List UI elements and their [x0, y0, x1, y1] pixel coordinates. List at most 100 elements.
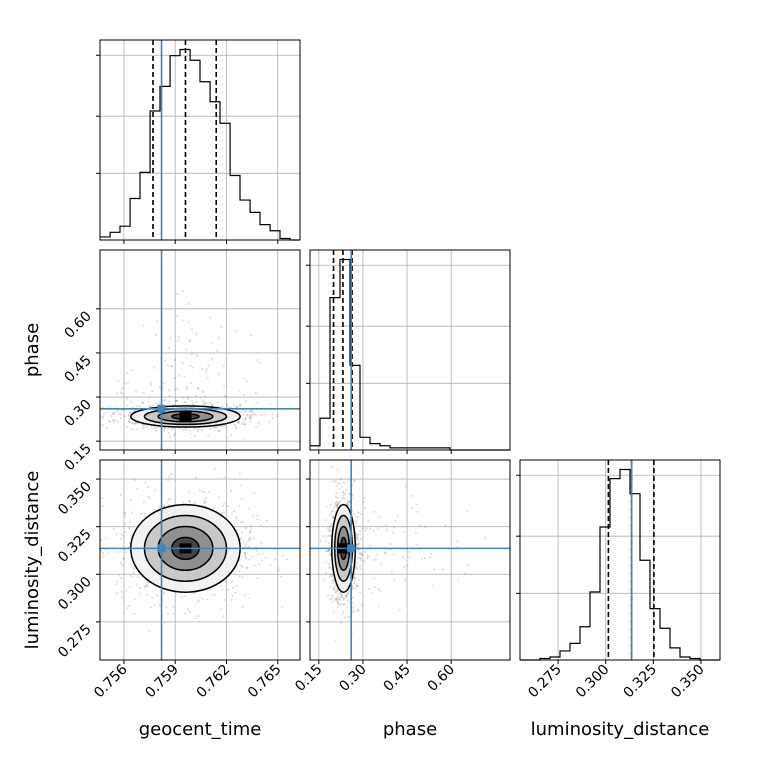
- sample-point: [250, 417, 253, 420]
- sample-point: [148, 629, 151, 632]
- sample-point: [359, 538, 362, 541]
- sample-point: [240, 411, 243, 414]
- sample-point: [355, 515, 358, 519]
- sample-point: [96, 546, 98, 548]
- sample-point: [285, 558, 289, 561]
- sample-point: [242, 420, 246, 423]
- sample-point: [195, 401, 198, 404]
- sample-point: [389, 542, 392, 546]
- sample-point: [134, 421, 138, 424]
- sample-point: [136, 487, 139, 490]
- sample-point: [140, 513, 143, 516]
- sample-point: [337, 595, 340, 598]
- sample-point: [232, 403, 236, 406]
- sample-point: [378, 605, 381, 608]
- sample-point: [344, 595, 347, 599]
- sample-point: [134, 409, 137, 412]
- sample-point: [120, 533, 123, 536]
- sample-point: [357, 511, 360, 514]
- sample-point: [213, 593, 217, 597]
- sample-point: [143, 512, 146, 515]
- sample-point: [343, 616, 346, 619]
- sample-point: [120, 576, 123, 580]
- sample-point: [335, 504, 338, 507]
- sample-point: [201, 368, 204, 371]
- sample-point: [351, 483, 354, 487]
- sample-point: [203, 498, 207, 501]
- sample-point: [185, 385, 188, 389]
- sample-point: [332, 611, 335, 614]
- sample-point: [96, 504, 98, 506]
- sample-point: [335, 597, 339, 600]
- sample-point: [235, 427, 238, 430]
- sample-point: [243, 423, 246, 426]
- sample-point: [392, 552, 395, 555]
- sample-point: [149, 405, 152, 408]
- sample-point: [240, 484, 243, 487]
- sample-point: [210, 593, 213, 596]
- sample-point: [359, 558, 363, 561]
- sample-point: [242, 540, 245, 543]
- sample-point: [128, 586, 131, 589]
- panel-bg: [520, 460, 720, 660]
- sample-point: [357, 548, 360, 552]
- sample-point: [357, 556, 360, 559]
- sample-point: [255, 425, 258, 429]
- sample-point: [332, 516, 335, 519]
- sample-point: [213, 426, 216, 429]
- sample-point: [343, 492, 346, 496]
- sample-point: [163, 427, 166, 430]
- sample-point: [330, 522, 333, 526]
- sample-point: [201, 597, 204, 600]
- sample-point: [146, 583, 149, 586]
- sample-point: [342, 497, 346, 500]
- sample-point: [196, 387, 200, 390]
- sample-point: [152, 404, 155, 407]
- sample-point: [131, 421, 134, 424]
- sample-point: [195, 354, 199, 357]
- sample-point: [125, 589, 128, 592]
- sample-point: [338, 488, 341, 491]
- sample-point: [336, 504, 339, 508]
- sample-point: [361, 527, 364, 530]
- sample-point: [193, 502, 196, 505]
- sample-point: [130, 411, 133, 414]
- sample-point: [455, 540, 458, 543]
- sample-point: [248, 416, 251, 419]
- sample-point: [203, 402, 206, 405]
- sample-point: [115, 532, 118, 536]
- sample-point: [377, 588, 380, 591]
- sample-point: [345, 488, 348, 491]
- sample-point: [236, 421, 239, 424]
- sample-point: [172, 613, 175, 616]
- sample-point: [128, 520, 131, 523]
- sample-point: [357, 578, 360, 581]
- sample-point: [101, 423, 104, 427]
- sample-point: [173, 377, 176, 380]
- sample-point: [112, 527, 115, 530]
- sample-point: [240, 538, 243, 541]
- sample-point: [120, 537, 123, 541]
- sample-point: [208, 490, 211, 493]
- sample-point: [243, 552, 246, 555]
- sample-point: [354, 521, 358, 524]
- sample-point: [342, 491, 345, 494]
- sample-point: [244, 544, 248, 548]
- scatter-panel-phase-luminosity_distance: [306, 459, 511, 664]
- sample-point: [163, 621, 166, 624]
- sample-point: [346, 592, 350, 595]
- sample-point: [153, 427, 156, 430]
- sample-point: [244, 400, 247, 403]
- sample-point: [346, 499, 350, 502]
- sample-point: [332, 586, 335, 589]
- sample-point: [348, 492, 351, 495]
- sample-point: [359, 512, 362, 515]
- sample-point: [148, 496, 151, 500]
- sample-point: [185, 348, 188, 351]
- sample-point: [176, 315, 179, 318]
- sample-point: [332, 580, 335, 583]
- sample-point: [173, 358, 177, 361]
- sample-point: [331, 516, 334, 519]
- sample-point: [246, 413, 250, 416]
- sample-point: [123, 382, 126, 385]
